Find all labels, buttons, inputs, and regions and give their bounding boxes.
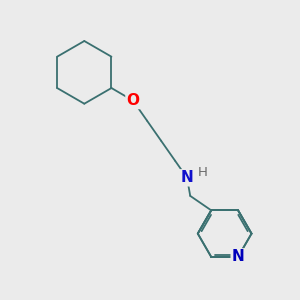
Text: N: N <box>181 170 194 185</box>
Text: H: H <box>198 166 208 179</box>
Text: N: N <box>232 249 244 264</box>
Text: O: O <box>127 93 140 108</box>
